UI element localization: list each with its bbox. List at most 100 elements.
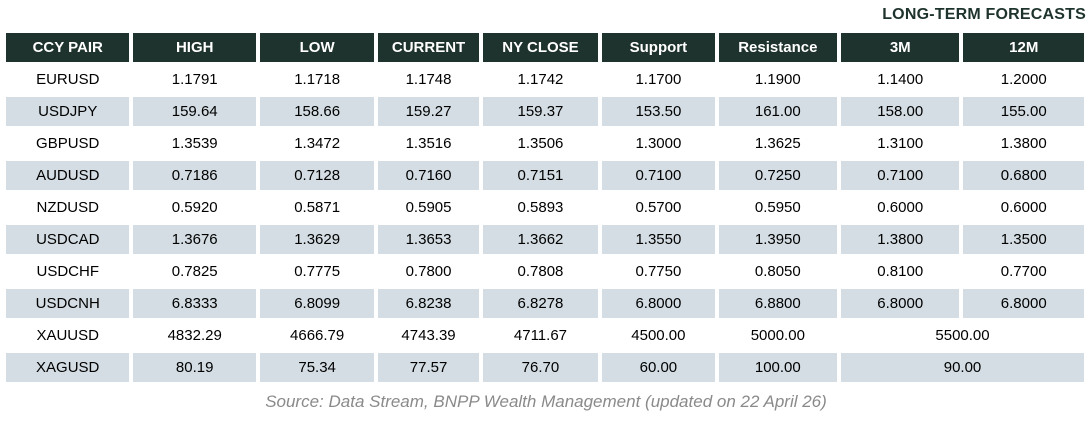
value-cell: 6.8000: [963, 289, 1084, 318]
table-row: EURUSD 1.1791 1.1718 1.1748 1.1742 1.1700 1.19…: [6, 65, 1084, 94]
value-cell: 4743.39: [378, 321, 479, 350]
value-cell: 0.5893: [482, 193, 599, 222]
value-cell: 0.7750: [602, 257, 715, 286]
value-cell: 0.7151: [482, 161, 599, 190]
column-header-support: Support: [602, 33, 715, 62]
value-cell: 1.3550: [602, 225, 715, 254]
value-cell: 0.5950: [718, 193, 838, 222]
value-cell: 1.3629: [259, 225, 375, 254]
value-cell: 0.7808: [482, 257, 599, 286]
value-cell: 6.8333: [133, 289, 256, 318]
table-row: USDCHF 0.7825 0.7775 0.7800 0.7808 0.7750 0.80…: [6, 257, 1084, 286]
fx-forecast-table: CCY PAIR HIGH LOW CURRENT NY CLOSE Suppo…: [2, 30, 1088, 385]
value-cell: 0.6000: [841, 193, 960, 222]
value-cell: 1.1748: [378, 65, 479, 94]
value-cell: 161.00: [718, 97, 838, 126]
table-row: NZDUSD 0.5920 0.5871 0.5905 0.5893 0.5700 0.59…: [6, 193, 1084, 222]
value-cell: 0.7100: [602, 161, 715, 190]
value-cell: 158.66: [259, 97, 375, 126]
value-cell: 4832.29: [133, 321, 256, 350]
value-cell: 0.6800: [963, 161, 1084, 190]
value-cell: 4666.79: [259, 321, 375, 350]
value-cell: 6.8278: [482, 289, 599, 318]
value-cell: 1.3516: [378, 129, 479, 158]
value-cell: 6.8099: [259, 289, 375, 318]
value-cell: 1.1400: [841, 65, 960, 94]
value-cell: 90.00: [841, 353, 1084, 382]
column-header-current: CURRENT: [378, 33, 479, 62]
value-cell: 4500.00: [602, 321, 715, 350]
value-cell: 1.3662: [482, 225, 599, 254]
value-cell: 1.3500: [963, 225, 1084, 254]
column-header-ccy-pair: CCY PAIR: [6, 33, 130, 62]
table-row: USDCNH 6.8333 6.8099 6.8238 6.8278 6.8000 6.88…: [6, 289, 1084, 318]
value-cell: 1.3653: [378, 225, 479, 254]
value-cell: 5500.00: [841, 321, 1084, 350]
value-cell: 0.5920: [133, 193, 256, 222]
table-header-row: CCY PAIR HIGH LOW CURRENT NY CLOSE Suppo…: [6, 33, 1084, 62]
value-cell: 0.7775: [259, 257, 375, 286]
value-cell: 153.50: [602, 97, 715, 126]
value-cell: 1.3625: [718, 129, 838, 158]
value-cell: 155.00: [963, 97, 1084, 126]
value-cell: 6.8800: [718, 289, 838, 318]
value-cell: 1.1742: [482, 65, 599, 94]
value-cell: 0.7160: [378, 161, 479, 190]
value-cell: 0.7250: [718, 161, 838, 190]
value-cell: 1.3950: [718, 225, 838, 254]
table-row: AUDUSD 0.7186 0.7128 0.7160 0.7151 0.7100 0.72…: [6, 161, 1084, 190]
table-row: USDJPY 159.64 158.66 159.27 159.37 153.50 161.…: [6, 97, 1084, 126]
value-cell: 0.5700: [602, 193, 715, 222]
column-header-resistance: Resistance: [718, 33, 838, 62]
column-header-12m: 12M: [963, 33, 1084, 62]
value-cell: 158.00: [841, 97, 960, 126]
value-cell: 0.7700: [963, 257, 1084, 286]
value-cell: 1.3676: [133, 225, 256, 254]
ccy-pair-cell: USDJPY: [6, 97, 130, 126]
table-row: GBPUSD 1.3539 1.3472 1.3516 1.3506 1.3000 1.36…: [6, 129, 1084, 158]
ccy-pair-cell: XAGUSD: [6, 353, 130, 382]
value-cell: 1.3800: [841, 225, 960, 254]
ccy-pair-cell: USDCNH: [6, 289, 130, 318]
column-header-ny-close: NY CLOSE: [482, 33, 599, 62]
table-row: XAGUSD 80.19 75.34 77.57 76.70 60.00 100.00 90.…: [6, 353, 1084, 382]
value-cell: 1.1700: [602, 65, 715, 94]
ccy-pair-cell: USDCAD: [6, 225, 130, 254]
ccy-pair-cell: XAUUSD: [6, 321, 130, 350]
value-cell: 80.19: [133, 353, 256, 382]
value-cell: 1.2000: [963, 65, 1084, 94]
table-row: USDCAD 1.3676 1.3629 1.3653 1.3662 1.3550 1.39…: [6, 225, 1084, 254]
value-cell: 60.00: [602, 353, 715, 382]
ccy-pair-cell: GBPUSD: [6, 129, 130, 158]
value-cell: 0.7825: [133, 257, 256, 286]
value-cell: 1.1718: [259, 65, 375, 94]
value-cell: 0.7800: [378, 257, 479, 286]
value-cell: 159.27: [378, 97, 479, 126]
value-cell: 1.3800: [963, 129, 1084, 158]
value-cell: 1.3000: [602, 129, 715, 158]
value-cell: 6.8238: [378, 289, 479, 318]
table-row: XAUUSD 4832.29 4666.79 4743.39 4711.67 4500.0…: [6, 321, 1084, 350]
ccy-pair-cell: USDCHF: [6, 257, 130, 286]
value-cell: 159.64: [133, 97, 256, 126]
column-header-3m: 3M: [841, 33, 960, 62]
source-attribution: Source: Data Stream, BNPP Wealth Managem…: [265, 392, 827, 411]
value-cell: 4711.67: [482, 321, 599, 350]
value-cell: 1.1900: [718, 65, 838, 94]
value-cell: 0.6000: [963, 193, 1084, 222]
value-cell: 100.00: [718, 353, 838, 382]
value-cell: 5000.00: [718, 321, 838, 350]
value-cell: 1.3472: [259, 129, 375, 158]
page-title: LONG-TERM FORECASTS: [882, 6, 1086, 23]
ccy-pair-cell: NZDUSD: [6, 193, 130, 222]
value-cell: 1.3539: [133, 129, 256, 158]
value-cell: 1.3506: [482, 129, 599, 158]
value-cell: 0.7186: [133, 161, 256, 190]
value-cell: 1.1791: [133, 65, 256, 94]
value-cell: 76.70: [482, 353, 599, 382]
column-header-high: HIGH: [133, 33, 256, 62]
ccy-pair-cell: AUDUSD: [6, 161, 130, 190]
value-cell: 159.37: [482, 97, 599, 126]
ccy-pair-cell: EURUSD: [6, 65, 130, 94]
value-cell: 6.8000: [841, 289, 960, 318]
